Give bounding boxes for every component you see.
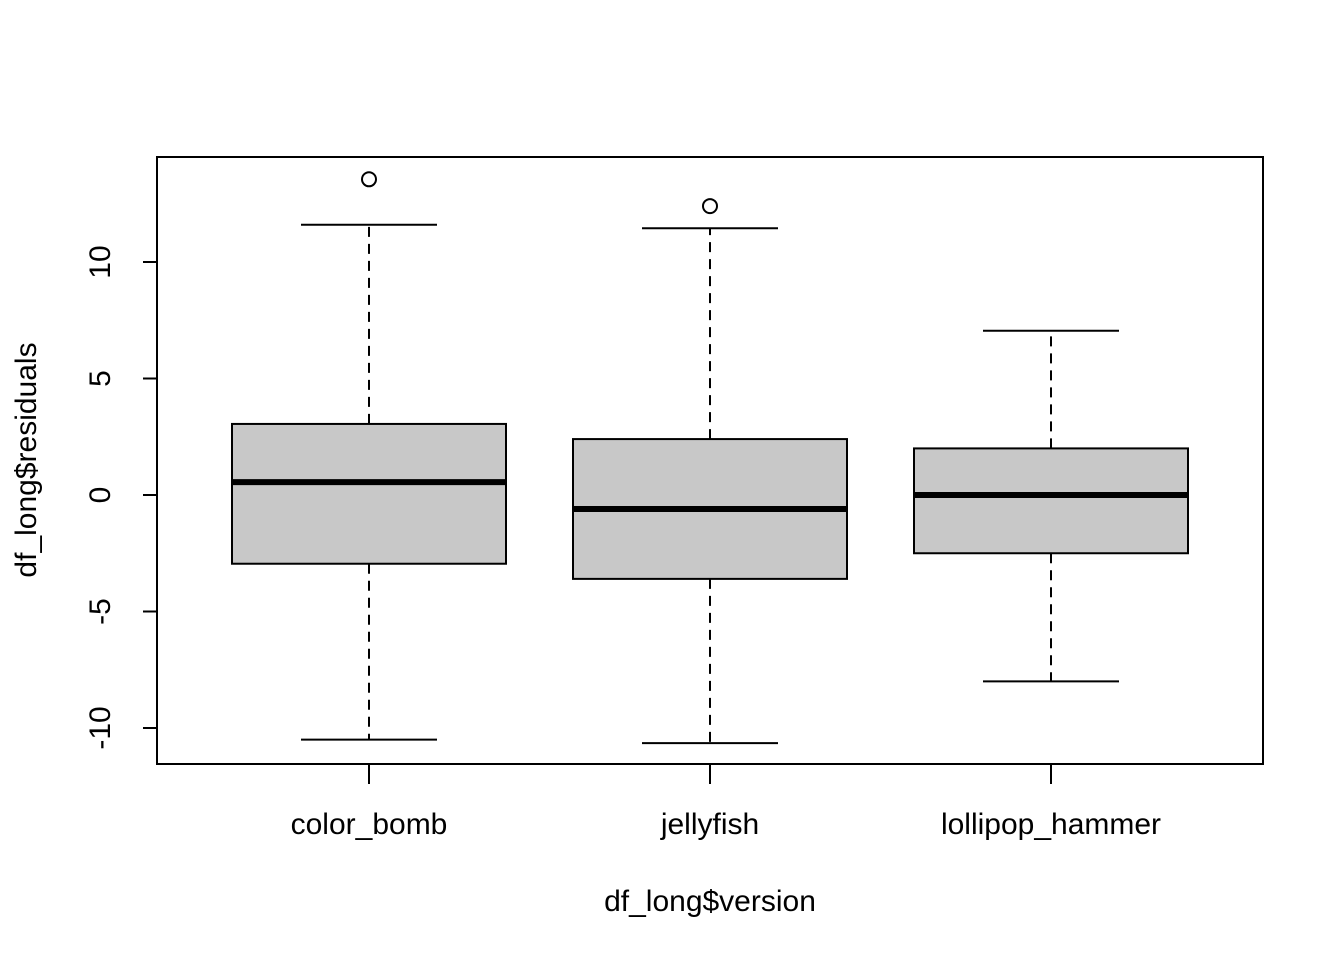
box-lollipop_hammer xyxy=(913,329,1189,683)
y-axis: -10 -5 0 5 10 xyxy=(84,245,158,750)
boxes-group xyxy=(231,171,1189,745)
y-tick-label: 0 xyxy=(84,487,117,504)
y-tick-label: 5 xyxy=(84,370,117,387)
outlier-point xyxy=(702,198,718,215)
iqr-box xyxy=(913,447,1189,555)
box-jellyfish xyxy=(572,198,848,745)
x-tick-label: lollipop_hammer xyxy=(941,808,1161,841)
box-color_bomb xyxy=(231,171,507,741)
y-tick-label: -10 xyxy=(84,706,117,749)
outlier-point xyxy=(361,171,377,188)
y-tick-label: 10 xyxy=(84,245,117,278)
y-tick-label: -5 xyxy=(84,598,117,625)
y-axis-title: df_long$residuals xyxy=(10,342,43,577)
x-axis: color_bomb jellyfish lollipop_hammer xyxy=(291,764,1161,841)
x-tick-label: jellyfish xyxy=(660,808,759,841)
x-axis-title: df_long$version xyxy=(604,885,816,918)
x-tick-label: color_bomb xyxy=(291,808,448,841)
iqr-box xyxy=(231,422,507,565)
